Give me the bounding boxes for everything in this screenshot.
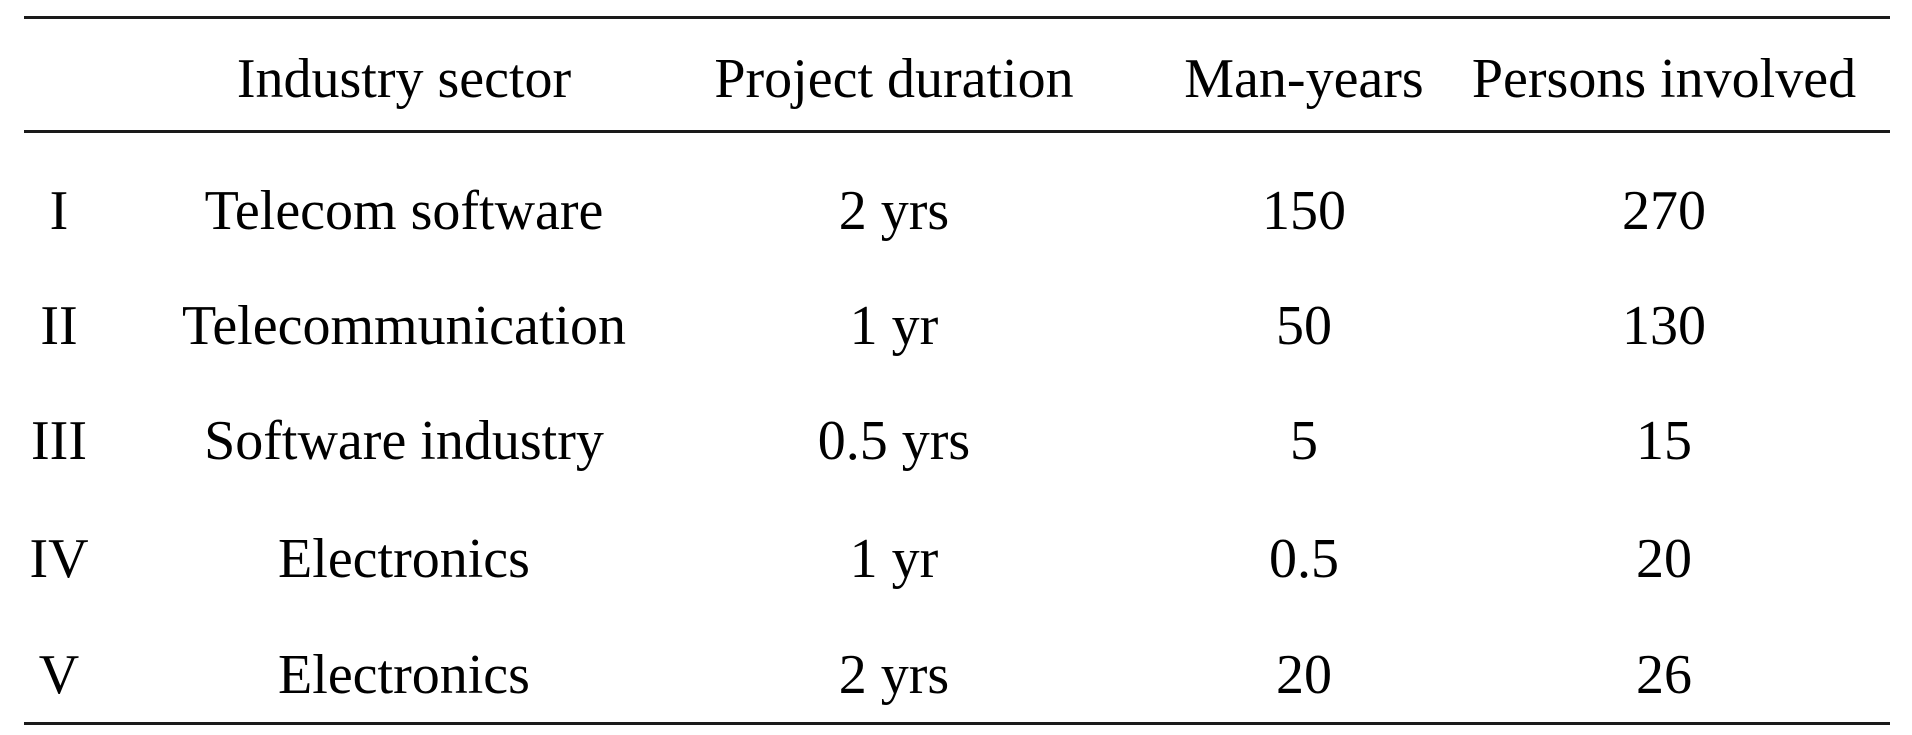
man-years-cell: 150	[1262, 180, 1346, 242]
project-duration-cell: 1 yr	[849, 528, 939, 590]
row-index: II	[40, 295, 78, 357]
header-industry-sector: Industry sector	[236, 48, 572, 110]
man-years-cell: 0.5	[1269, 528, 1339, 590]
man-years-cell: 20	[1276, 644, 1332, 706]
industry-sector-cell: Electronics	[278, 644, 530, 706]
industry-sector-cell: Electronics	[278, 528, 530, 590]
table-row: IV Electronics 1 yr 0.5 20	[24, 504, 1890, 614]
persons-involved-cell: 26	[1636, 644, 1692, 706]
persons-involved-cell: 270	[1622, 180, 1706, 242]
table-row: III Software industry 0.5 yrs 5 15	[24, 386, 1890, 496]
industry-sector-cell: Software industry	[204, 410, 604, 472]
industry-sector-cell: Telecommunication	[182, 295, 626, 357]
project-duration-cell: 2 yrs	[838, 644, 950, 706]
table-row: V Electronics 2 yrs 20 26	[24, 620, 1890, 730]
man-years-cell: 50	[1276, 295, 1332, 357]
table-header-row: Industry sector Project duration Man-yea…	[24, 24, 1890, 134]
table-row: I Telecom software 2 yrs 150 270	[24, 156, 1890, 266]
row-index: IV	[29, 528, 89, 590]
project-duration-cell: 1 yr	[849, 295, 939, 357]
header-index	[24, 24, 94, 134]
row-index: I	[49, 180, 69, 242]
header-project-duration: Project duration	[714, 48, 1074, 110]
row-index: V	[38, 644, 80, 706]
header-persons-involved: Persons involved	[1471, 48, 1857, 110]
persons-involved-cell: 15	[1636, 410, 1692, 472]
persons-involved-cell: 130	[1622, 295, 1706, 357]
persons-involved-cell: 20	[1636, 528, 1692, 590]
bottom-rule	[24, 722, 1890, 725]
man-years-cell: 5	[1290, 410, 1318, 472]
project-duration-cell: 0.5 yrs	[817, 410, 971, 472]
project-duration-cell: 2 yrs	[838, 180, 950, 242]
top-rule	[24, 16, 1890, 19]
header-man-years: Man-years	[1184, 48, 1424, 110]
header-rule	[24, 130, 1890, 133]
row-index: III	[31, 410, 87, 472]
industry-sector-cell: Telecom software	[204, 180, 604, 242]
table-row: II Telecommunication 1 yr 50 130	[24, 271, 1890, 381]
